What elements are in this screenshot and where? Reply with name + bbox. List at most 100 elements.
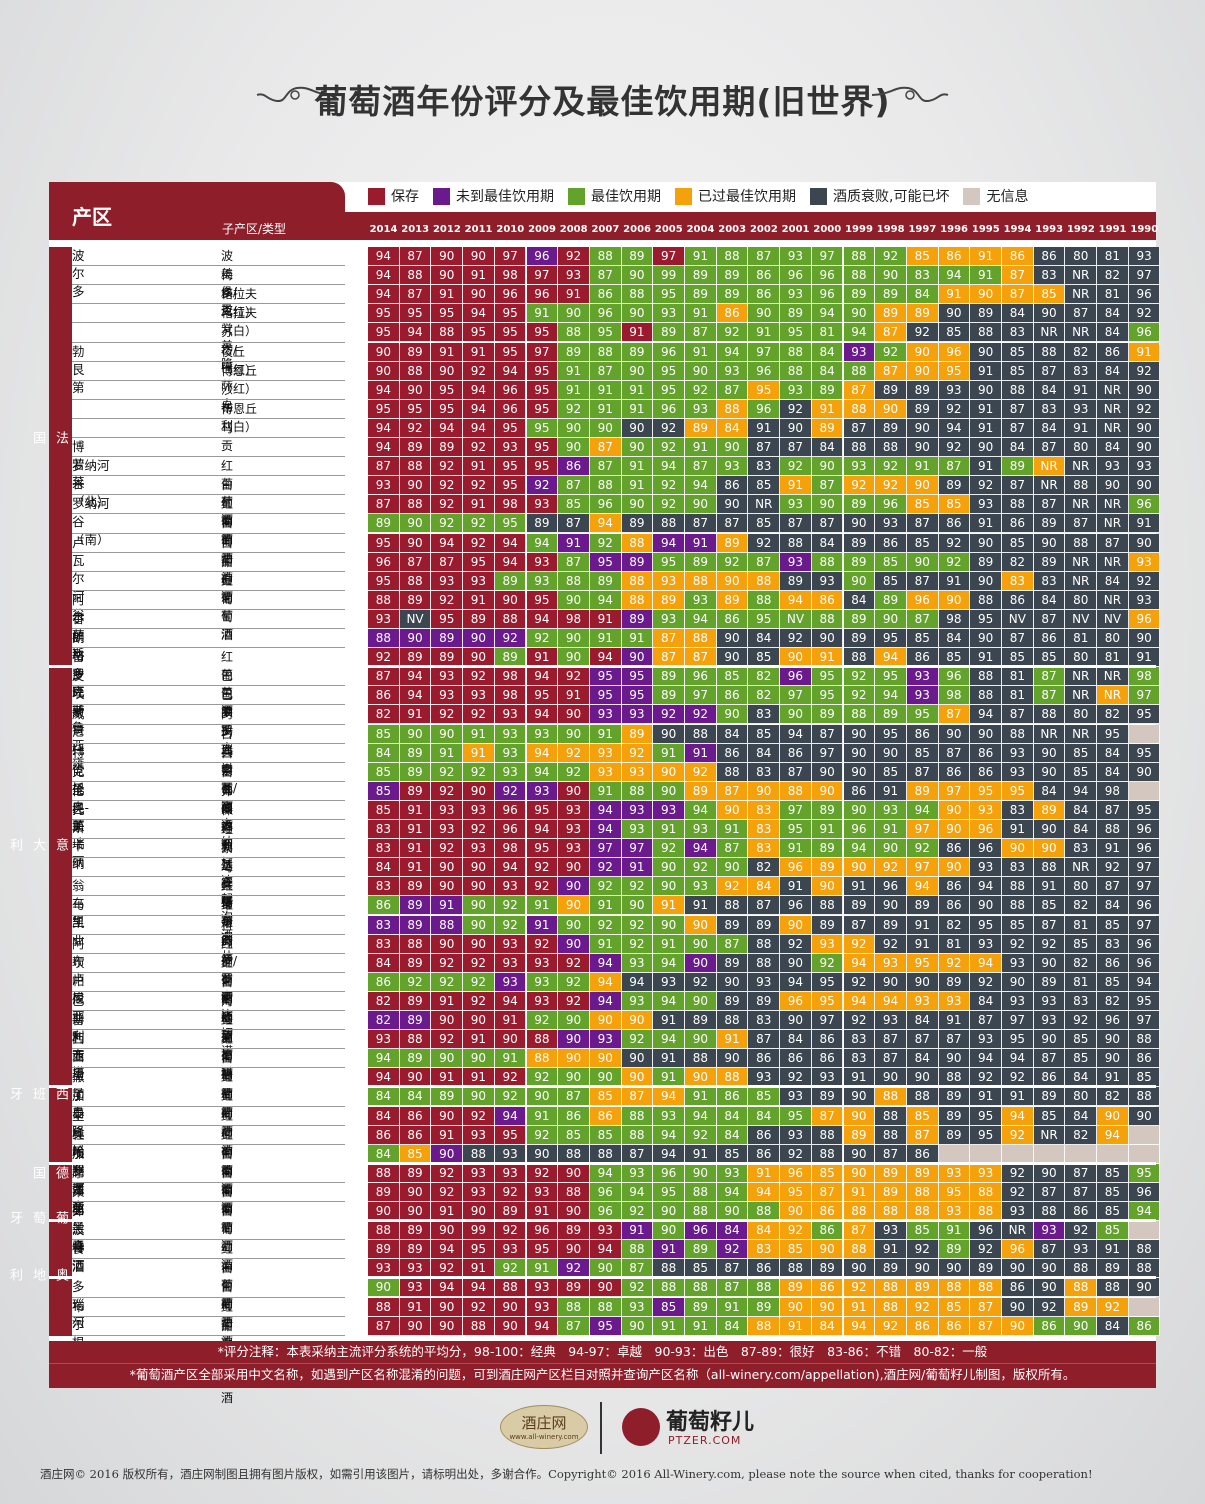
score-cell: 87 <box>938 743 971 763</box>
score-cell: 91 <box>589 609 622 629</box>
score-cell: 91 <box>1033 877 1066 897</box>
score-cell: 90 <box>748 781 781 801</box>
year-label: 1995 <box>971 224 1000 235</box>
score-cell: 91 <box>970 1087 1002 1107</box>
score-cell: 91 <box>748 323 781 343</box>
subregion-name: 梅多克 <box>221 268 234 319</box>
score-cell: 92 <box>463 705 495 725</box>
score-cell: 85 <box>1002 915 1034 935</box>
score-cell: 89 <box>653 667 685 687</box>
row-divider <box>72 1105 345 1107</box>
region-name: 罗纳河谷（北） <box>72 458 110 510</box>
subregion-name: 白葡萄酒 <box>221 1051 234 1120</box>
score-cell: 92 <box>463 991 495 1011</box>
score-cell: 87 <box>843 1221 876 1241</box>
score-cell: 90 <box>811 1297 844 1317</box>
score-cell: 90 <box>558 724 590 744</box>
score-cell: 90 <box>716 800 749 820</box>
score-cell: 92 <box>843 686 876 706</box>
score-cell: 94 <box>463 304 495 324</box>
score-cell: 84 <box>906 285 939 305</box>
score-cell: 86 <box>399 1125 432 1145</box>
score-cell: 88 <box>748 953 781 973</box>
score-cell: 90 <box>843 743 876 763</box>
score-cell: 95 <box>589 686 622 706</box>
score-cell: 98 <box>938 686 971 706</box>
score-cell: 90 <box>558 590 590 610</box>
score-cell: 85 <box>1097 972 1129 992</box>
score-cell: 87 <box>1033 361 1066 381</box>
score-cell: 89 <box>589 571 622 591</box>
score-cell: 89 <box>811 915 844 935</box>
score-cell: 91 <box>685 1144 717 1164</box>
score-cell: 83 <box>748 1011 781 1031</box>
score-cell: 84 <box>399 1087 432 1107</box>
score-cell: 90 <box>589 1278 622 1298</box>
row-divider <box>72 513 345 515</box>
score-cell: 90 <box>1065 1316 1098 1336</box>
score-cell: 87 <box>1097 800 1129 820</box>
score-cell: 87 <box>1065 514 1098 534</box>
score-cell: 93 <box>1033 1011 1066 1031</box>
score-cell: 86 <box>748 1049 781 1069</box>
score-cell: 91 <box>431 991 464 1011</box>
region-name: 撒丁岛 <box>72 1069 85 1121</box>
score-cell: 96 <box>1128 495 1161 515</box>
score-cell: 87 <box>938 1030 971 1050</box>
score-cell: 87 <box>621 1259 654 1279</box>
score-cell: 89 <box>399 762 432 782</box>
row-divider <box>72 1334 345 1336</box>
score-cell <box>1128 781 1161 801</box>
score-cell: 95 <box>399 399 432 419</box>
score-cell: 89 <box>716 915 749 935</box>
year-label: 1997 <box>908 224 937 235</box>
score-cell: 89 <box>399 342 432 362</box>
score-cell: 86 <box>1033 247 1066 267</box>
score-cell: 93 <box>526 724 559 744</box>
score-cell: 86 <box>716 476 749 496</box>
score-cell: 97 <box>906 820 939 840</box>
score-cell: 99 <box>653 266 685 286</box>
score-cell: 86 <box>1097 342 1129 362</box>
score-cell: 93 <box>970 934 1002 954</box>
score-cell: 83 <box>1002 858 1034 878</box>
score-cell: 89 <box>621 514 654 534</box>
score-cell: 93 <box>1065 1240 1098 1260</box>
score-cell: 96 <box>875 877 907 897</box>
score-cell: 84 <box>843 590 876 610</box>
year-header-bar <box>345 212 1156 240</box>
score-cell: 97 <box>1002 1011 1034 1031</box>
score-cell: 96 <box>685 667 717 687</box>
score-cell: 91 <box>1097 839 1129 859</box>
legend-item: 无信息 <box>963 186 1028 206</box>
subregion-name: 博恩丘（白） <box>221 401 258 434</box>
score-cell: 94 <box>716 342 749 362</box>
score-cell: 88 <box>399 934 432 954</box>
country-bar <box>49 1278 72 1336</box>
score-cell: 93 <box>780 552 812 572</box>
score-cell: NR <box>1033 476 1066 496</box>
score-cell: 92 <box>653 476 685 496</box>
legend-item: 保存 <box>368 186 419 206</box>
score-cell: 90 <box>463 781 495 801</box>
score-cell: NR <box>1065 858 1098 878</box>
year-label: 1998 <box>876 224 905 235</box>
score-cell: 86 <box>938 877 971 897</box>
score-cell <box>1128 1297 1161 1317</box>
score-cell: 94 <box>526 762 559 782</box>
score-cell: 93 <box>399 1259 432 1279</box>
score-cell: 90 <box>748 304 781 324</box>
score-cell: 90 <box>970 533 1002 553</box>
score-cell: 84 <box>1097 896 1129 916</box>
score-cell: 92 <box>494 1182 527 1202</box>
score-cell: 89 <box>843 896 876 916</box>
score-cell: 87 <box>589 457 622 477</box>
score-cell: 90 <box>494 1297 527 1317</box>
score-cell: 89 <box>685 1297 717 1317</box>
score-cell: 88 <box>685 1202 717 1222</box>
score-cell: 84 <box>1033 380 1066 400</box>
region-name: 伦巴第 <box>72 782 85 834</box>
score-cell: 87 <box>558 514 590 534</box>
score-cell: 92 <box>811 953 844 973</box>
score-cell: 88 <box>843 1240 876 1260</box>
